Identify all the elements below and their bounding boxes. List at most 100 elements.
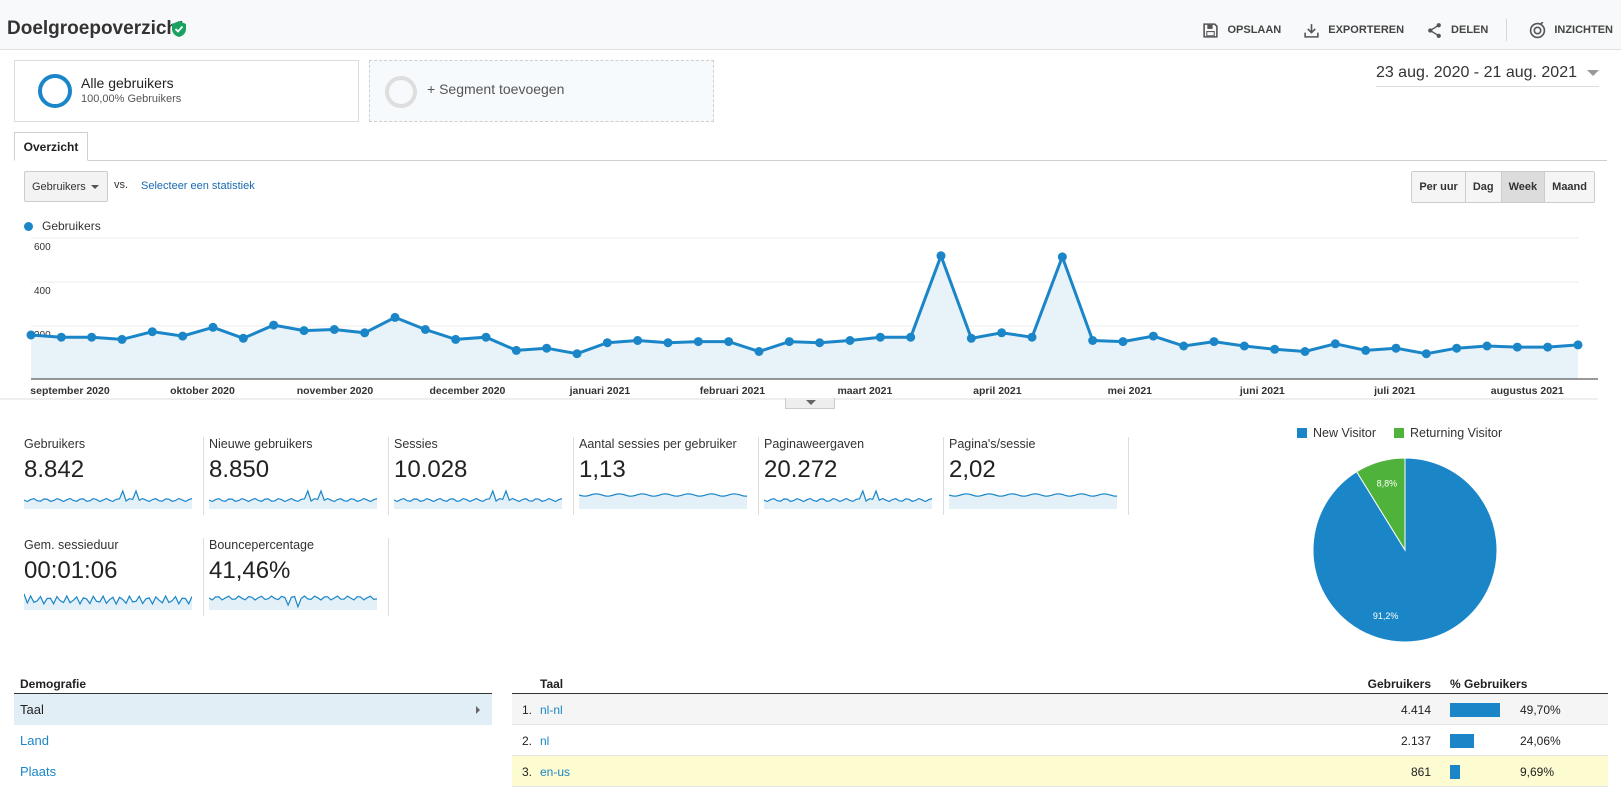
data-point[interactable] xyxy=(936,251,946,261)
pie-legend-returning: Returning Visitor xyxy=(1393,426,1502,440)
data-point[interactable] xyxy=(87,332,97,342)
data-point[interactable] xyxy=(1270,344,1280,354)
granularity-hour-button[interactable]: Per uur xyxy=(1412,172,1465,202)
data-point[interactable] xyxy=(1148,331,1158,341)
data-point[interactable] xyxy=(1118,337,1128,347)
data-point[interactable] xyxy=(602,338,612,348)
row-users: 861 xyxy=(1410,765,1431,779)
data-point[interactable] xyxy=(542,343,552,353)
metric-label: Pagina's/sessie xyxy=(949,437,1036,451)
metric-card[interactable]: Aantal sessies per gebruiker 1,13 xyxy=(579,437,759,515)
data-point[interactable] xyxy=(1573,340,1583,350)
data-point[interactable] xyxy=(1421,349,1431,359)
data-point[interactable] xyxy=(481,332,491,342)
data-point[interactable] xyxy=(1209,337,1219,347)
data-point[interactable] xyxy=(1330,339,1340,349)
share-button[interactable]: DELEN xyxy=(1426,22,1488,39)
data-point[interactable] xyxy=(663,338,673,348)
data-point[interactable] xyxy=(875,332,885,342)
data-point[interactable] xyxy=(1057,252,1067,262)
demography-item-language[interactable]: Taal xyxy=(14,694,492,725)
data-point[interactable] xyxy=(815,338,825,348)
data-point[interactable] xyxy=(1088,336,1098,345)
row-language-link[interactable]: nl xyxy=(540,734,550,748)
data-point[interactable] xyxy=(420,325,430,334)
data-point[interactable] xyxy=(1391,343,1401,353)
metric-value: 20.272 xyxy=(764,456,838,483)
data-point[interactable] xyxy=(1361,345,1371,355)
data-point[interactable] xyxy=(360,328,370,338)
data-point[interactable] xyxy=(390,312,400,322)
data-point[interactable] xyxy=(117,334,127,344)
add-segment-button[interactable]: + Segment toevoegen xyxy=(369,60,714,122)
data-point[interactable] xyxy=(1027,332,1037,342)
data-point[interactable] xyxy=(208,322,218,332)
metric-dropdown[interactable]: Gebruikers xyxy=(24,171,108,202)
data-point[interactable] xyxy=(26,330,36,340)
data-point[interactable] xyxy=(56,332,66,342)
collapse-chart-handle[interactable] xyxy=(785,398,835,409)
verified-shield-icon xyxy=(172,21,186,37)
demography-item-country[interactable]: Land xyxy=(14,725,492,756)
export-button[interactable]: EXPORTEREN xyxy=(1303,22,1404,39)
data-point[interactable] xyxy=(1452,343,1462,353)
data-point[interactable] xyxy=(269,320,279,330)
data-point[interactable] xyxy=(845,336,855,345)
data-point[interactable] xyxy=(451,334,461,344)
date-range-picker[interactable]: 23 aug. 2020 - 21 aug. 2021 xyxy=(1375,64,1599,87)
data-point[interactable] xyxy=(511,345,521,355)
data-point[interactable] xyxy=(178,331,188,341)
data-point[interactable] xyxy=(299,326,309,336)
data-point[interactable] xyxy=(238,333,248,343)
column-header-language: Taal xyxy=(540,677,564,691)
metric-card[interactable]: Gem. sessieduur 00:01:06 xyxy=(24,538,204,616)
metric-value: 00:01:06 xyxy=(24,557,118,584)
metric-value: 2,02 xyxy=(949,456,996,483)
demography-item-city[interactable]: Plaats xyxy=(14,756,492,787)
row-language-link[interactable]: en-us xyxy=(540,765,571,779)
select-statistic-link[interactable]: Selecteer een statistiek xyxy=(141,180,255,192)
sparkline-line xyxy=(209,489,377,503)
data-point[interactable] xyxy=(1179,341,1189,351)
segment-all-users[interactable]: Alle gebruikers 100,00% Gebruikers xyxy=(14,60,359,122)
data-point[interactable] xyxy=(329,325,339,334)
data-point[interactable] xyxy=(693,337,703,347)
save-button[interactable]: OPSLAAN xyxy=(1202,22,1281,39)
data-point[interactable] xyxy=(784,337,794,347)
data-point[interactable] xyxy=(724,337,734,347)
data-point[interactable] xyxy=(1239,341,1249,351)
data-point[interactable] xyxy=(1543,342,1553,352)
metric-card[interactable]: Sessies 10.028 xyxy=(394,437,574,515)
metric-label: Bouncepercentage xyxy=(209,538,314,552)
row-language-link[interactable]: nl-nl xyxy=(540,703,563,717)
pie-slice[interactable] xyxy=(1355,457,1406,552)
tab-overview[interactable]: Overzicht xyxy=(14,132,88,161)
metric-label: Nieuwe gebruikers xyxy=(209,437,313,451)
data-point[interactable] xyxy=(1482,341,1492,351)
data-point[interactable] xyxy=(906,332,916,342)
x-tick-label: oktober 2020 xyxy=(170,385,235,397)
data-point[interactable] xyxy=(1512,342,1522,352)
legend-label: Gebruikers xyxy=(42,219,101,233)
data-point[interactable] xyxy=(633,336,643,345)
metric-card[interactable]: Gebruikers 8.842 xyxy=(24,437,204,515)
metric-card[interactable]: Paginaweergaven 20.272 xyxy=(764,437,944,515)
data-point[interactable] xyxy=(572,349,582,359)
metric-card[interactable]: Bouncepercentage 41,46% xyxy=(209,538,389,616)
segment-subtitle: 100,00% Gebruikers xyxy=(81,93,182,105)
metric-card[interactable]: Nieuwe gebruikers 8.850 xyxy=(209,437,389,515)
language-table: Taal Gebruikers % Gebruikers 1. nl-nl 4.… xyxy=(512,677,1608,787)
sparkline-area xyxy=(579,493,747,509)
data-point[interactable] xyxy=(966,333,976,343)
data-point[interactable] xyxy=(1300,347,1310,356)
data-point[interactable] xyxy=(754,347,764,356)
insights-button[interactable]: INZICHTEN xyxy=(1529,21,1613,39)
data-point[interactable] xyxy=(997,328,1007,338)
granularity-day-button[interactable]: Dag xyxy=(1464,172,1501,202)
metric-card[interactable]: Pagina's/sessie 2,02 xyxy=(949,437,1129,515)
metric-value: 10.028 xyxy=(394,456,468,483)
granularity-month-button[interactable]: Maand xyxy=(1544,172,1594,202)
y-tick-label: 600 xyxy=(34,242,51,253)
granularity-week-button[interactable]: Week xyxy=(1500,172,1545,202)
data-point[interactable] xyxy=(147,327,157,337)
